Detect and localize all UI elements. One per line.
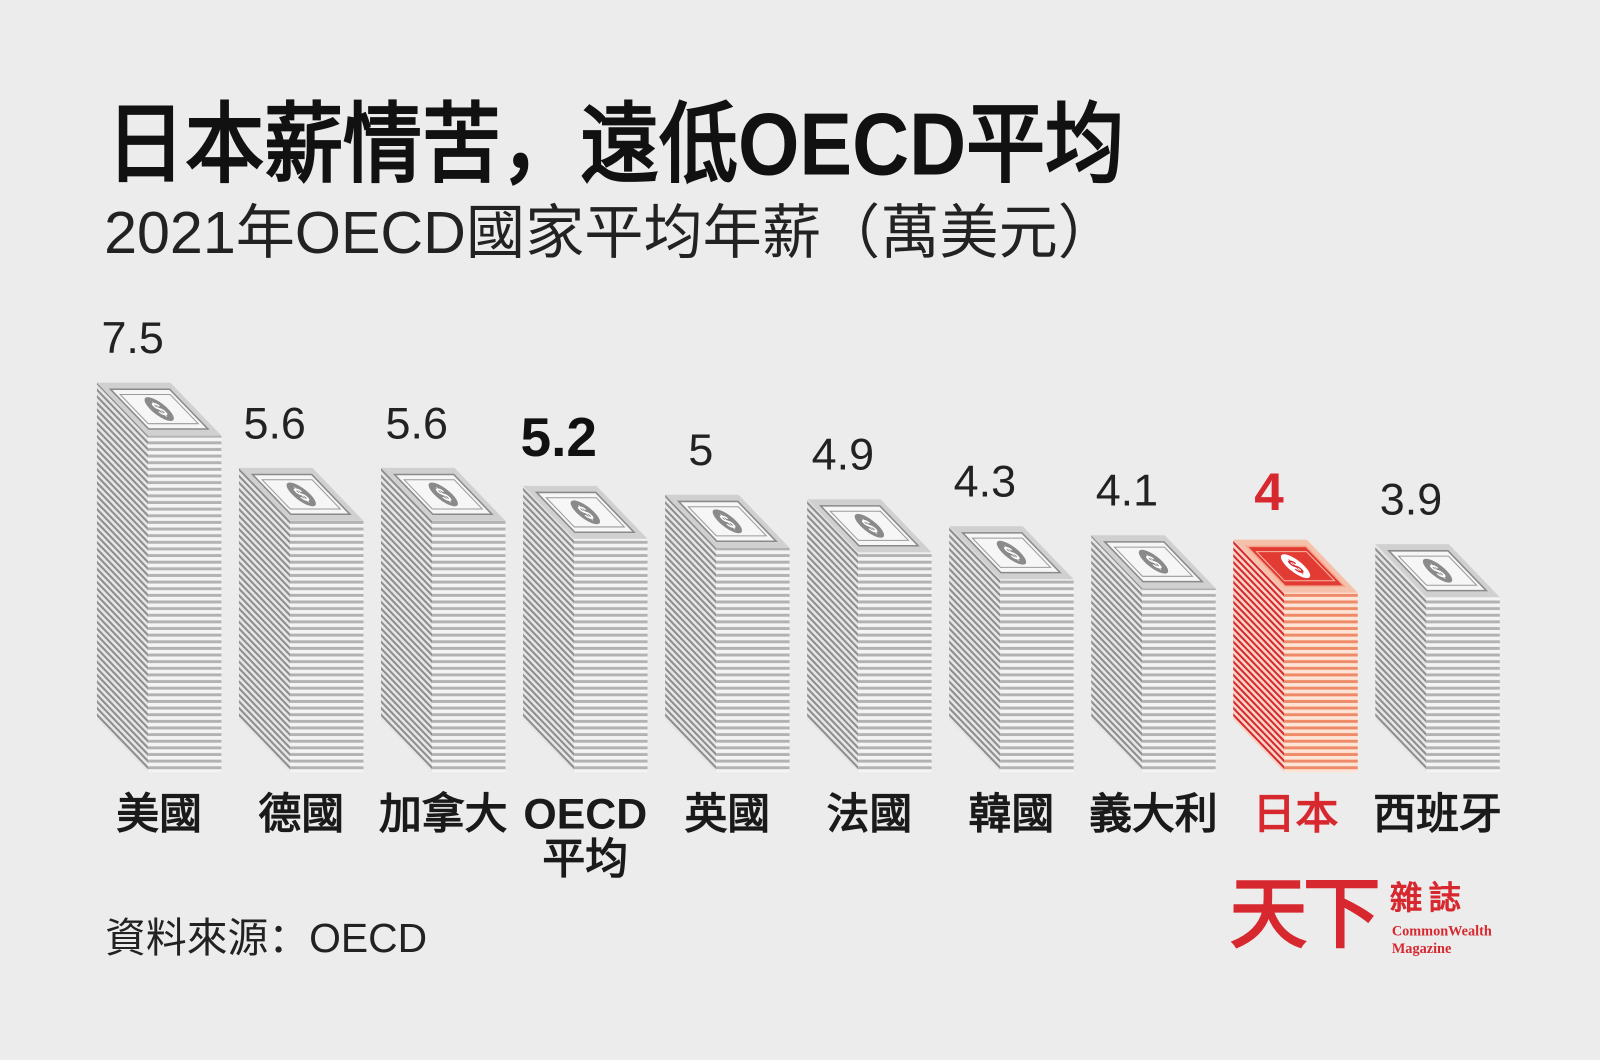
- stack-front: [1142, 588, 1216, 773]
- bar-stack: $: [238, 467, 364, 773]
- dollar-bill-icon: $: [537, 492, 634, 532]
- value-label: 4.9: [812, 429, 874, 480]
- value-label: 5.2: [520, 406, 597, 468]
- bill-seal: [996, 540, 1027, 565]
- category-label: 英國: [684, 789, 771, 838]
- stack-front: [289, 520, 364, 773]
- publisher-logo: 天下 雜誌 CommonWealth Magazine: [1224, 869, 1520, 971]
- bill-seal: [286, 482, 316, 507]
- stack-front: [1284, 592, 1358, 773]
- bill-seal: [712, 509, 743, 534]
- logo-main-text: 天下: [1229, 868, 1381, 959]
- bar-stack: $: [807, 499, 932, 773]
- bar-stack: $: [1091, 535, 1216, 773]
- bill-border: [546, 498, 624, 527]
- category-label: 日本: [1252, 789, 1339, 838]
- bar-stack: $: [523, 485, 648, 773]
- stack-side: [1233, 539, 1285, 773]
- bill-border: [1399, 556, 1477, 585]
- logo-english-line1: CommonWealth: [1391, 924, 1492, 940]
- stack-side: [1091, 535, 1143, 773]
- stack-side: [381, 467, 433, 773]
- category-label: 義大利: [1089, 789, 1218, 838]
- stack-front: [858, 552, 932, 773]
- bill-border: [688, 507, 766, 536]
- value-label: 5: [688, 424, 713, 475]
- source-note: 資料來源：OECD: [105, 916, 428, 962]
- category-label: 韓國: [968, 789, 1055, 838]
- category-label: OECD平均: [523, 789, 648, 883]
- bill-border: [120, 395, 198, 424]
- dollar-bill-icon: $: [1389, 551, 1486, 591]
- stack-side: [523, 485, 575, 773]
- stack-side: [949, 526, 1001, 773]
- stack-side: [96, 382, 148, 773]
- chart-subtitle: 2021年OECD國家平均年薪（萬美元）: [104, 199, 1117, 267]
- value-label: 4.3: [954, 456, 1016, 507]
- value-label: 3.9: [1380, 474, 1442, 525]
- category-label: 西班牙: [1373, 789, 1502, 838]
- dollar-bill-icon: $: [963, 533, 1060, 573]
- logo-sub-text: 雜誌: [1389, 878, 1468, 918]
- dollar-bill-icon: $: [395, 474, 492, 514]
- bill-border: [1114, 547, 1192, 576]
- dollar-bill-icon: $: [679, 501, 776, 541]
- category-label: 德國: [258, 789, 345, 838]
- stack-side: [1375, 544, 1427, 773]
- bar-stack: $: [96, 382, 222, 773]
- logo-english-line2: Magazine: [1391, 941, 1452, 957]
- value-label: 7.5: [101, 312, 163, 363]
- bill-border: [262, 480, 340, 509]
- value-label: 4: [1254, 463, 1284, 522]
- stack-side: [807, 499, 859, 773]
- stack-front: [147, 435, 222, 773]
- bill-seal: [1422, 558, 1453, 583]
- stack-side: [665, 494, 717, 773]
- value-label: 5.6: [243, 397, 305, 448]
- stack-side: [238, 467, 290, 773]
- dollar-bill-icon: $: [252, 474, 349, 514]
- bill-seal: [570, 500, 601, 525]
- dollar-bill-icon: $: [1105, 542, 1202, 582]
- value-label: 5.6: [386, 397, 448, 448]
- bill-seal: [144, 397, 174, 422]
- bar-stack: $: [665, 494, 790, 773]
- stack-front: [574, 538, 648, 773]
- bar-stack: $: [949, 526, 1074, 773]
- category-label: 加拿大: [378, 789, 508, 838]
- stack-front: [1426, 597, 1500, 773]
- category-label: 法國: [826, 789, 913, 838]
- stack-front: [1000, 579, 1074, 773]
- chart-title: 日本薪情苦，遠低OECD平均: [106, 95, 1125, 194]
- dollar-bill-icon: $: [1247, 546, 1344, 586]
- bill-border: [830, 511, 908, 540]
- bill-border: [972, 538, 1050, 567]
- category-label: 美國: [116, 789, 203, 838]
- value-label: 4.1: [1096, 465, 1158, 516]
- bill-seal: [428, 482, 458, 507]
- dollar-bill-icon: $: [110, 389, 207, 429]
- bar-stack: $: [1233, 539, 1358, 773]
- bill-seal: [1280, 554, 1311, 579]
- stack-front: [432, 520, 506, 773]
- bill-border: [404, 480, 482, 509]
- bill-seal: [854, 513, 885, 538]
- bar-stack: $: [381, 467, 506, 773]
- dollar-bill-icon: $: [821, 506, 918, 546]
- bill-seal: [1138, 549, 1169, 574]
- bill-border: [1256, 552, 1334, 581]
- bar-stack: $: [1375, 544, 1500, 773]
- stack-front: [716, 547, 790, 773]
